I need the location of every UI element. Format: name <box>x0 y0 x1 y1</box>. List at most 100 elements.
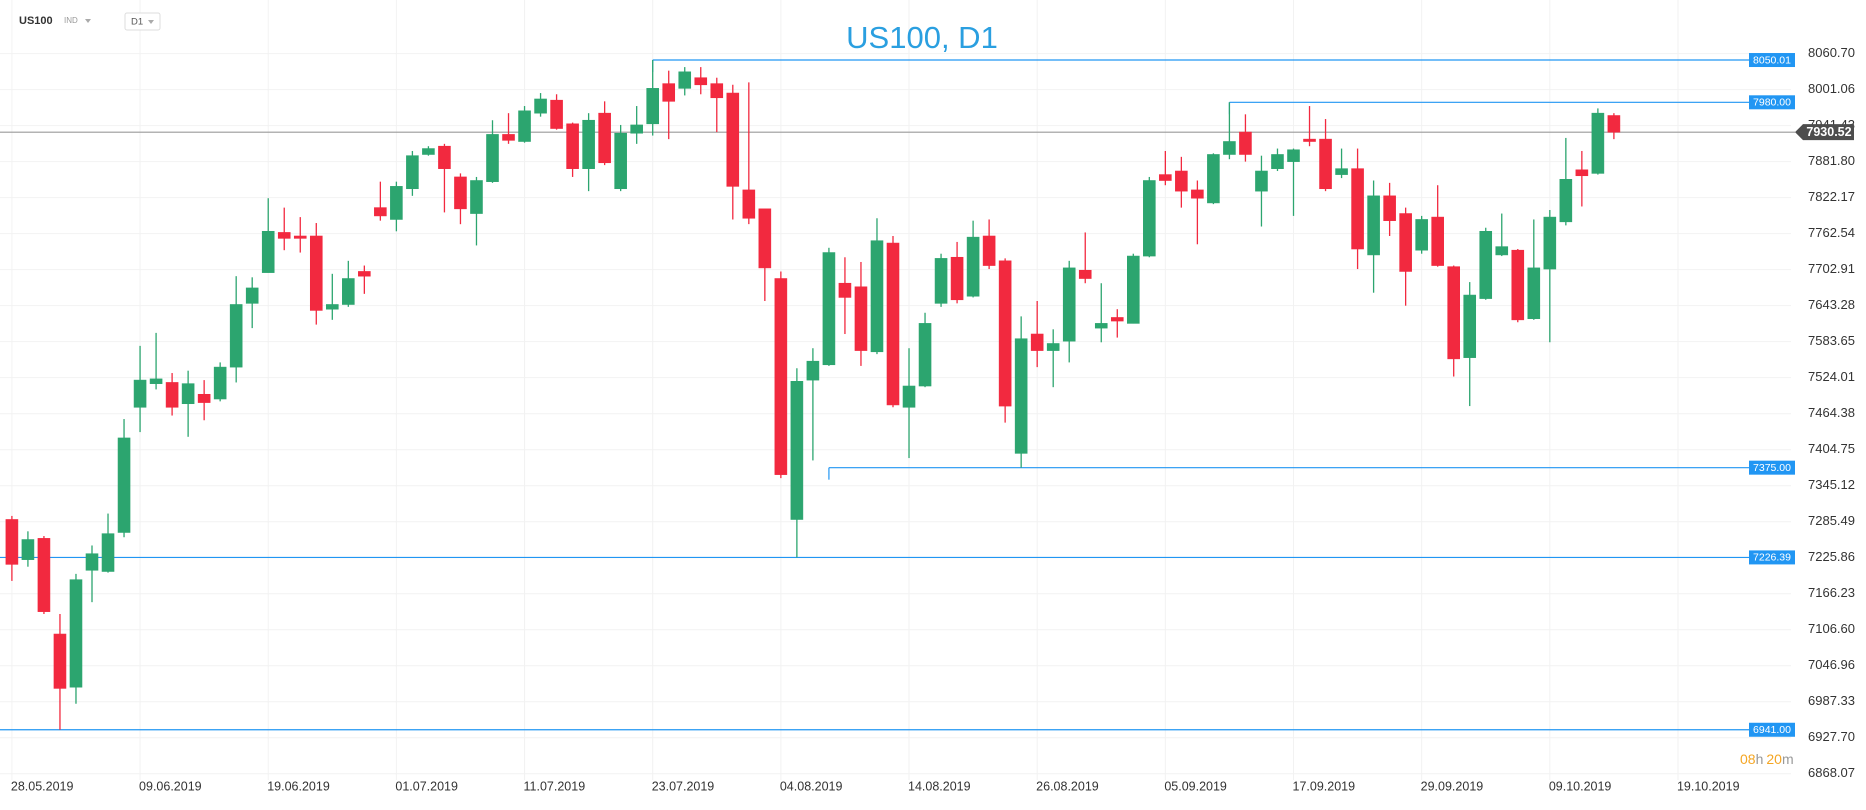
candle-body <box>1367 195 1380 256</box>
y-tick-label: 7106.60 <box>1808 621 1855 636</box>
candle-body <box>197 393 211 403</box>
candle-body <box>213 366 227 400</box>
x-tick-label: 01.07.2019 <box>395 779 458 793</box>
candle-body <box>534 98 547 114</box>
candle-body <box>1303 138 1316 142</box>
candle-body <box>1543 216 1557 270</box>
candle-body <box>1078 269 1092 279</box>
candle-body <box>1447 266 1460 360</box>
candle-body <box>1575 169 1589 177</box>
candle-body <box>165 382 179 408</box>
grid <box>0 0 1791 780</box>
candle-body <box>277 232 291 239</box>
symbol[interactable]: US100 <box>19 15 53 27</box>
chart-title: US100, D1 <box>846 20 998 55</box>
axes: 8060.708001.067941.437881.807822.177762.… <box>11 45 1855 793</box>
candle-body <box>101 533 115 572</box>
candle-body <box>598 112 611 164</box>
candle-body <box>886 242 900 406</box>
level-label: 8050.01 <box>1753 54 1791 66</box>
candle-body <box>1271 154 1284 169</box>
candle-body <box>454 176 467 210</box>
candle-body <box>1415 219 1428 251</box>
y-tick-label: 7166.23 <box>1808 585 1855 600</box>
x-tick-label: 26.08.2019 <box>1036 779 1099 793</box>
x-tick-label: 29.09.2019 <box>1421 779 1484 793</box>
candle-body <box>1463 294 1477 358</box>
x-tick-label: 23.07.2019 <box>652 779 715 793</box>
candle-body <box>822 252 836 366</box>
candle-body <box>21 539 35 560</box>
candles <box>5 60 1621 730</box>
candle-body <box>1110 317 1124 322</box>
current-price-label: 7930.52 <box>1806 125 1851 139</box>
countdown-hours: 08 <box>1740 751 1756 767</box>
market: IND <box>64 16 78 25</box>
toolbar: US100 IND D1 <box>19 12 161 31</box>
x-tick-label: 14.08.2019 <box>908 779 971 793</box>
x-tick-label: 19.06.2019 <box>267 779 330 793</box>
dropdown-arrow[interactable] <box>148 20 154 24</box>
candle-body <box>1335 168 1348 175</box>
candle-body <box>726 92 740 187</box>
candle-body <box>566 123 579 169</box>
candle-body <box>486 134 499 182</box>
candle-body <box>1255 170 1268 192</box>
y-tick-label: 7762.54 <box>1808 225 1855 240</box>
timeframe-box[interactable] <box>124 12 161 31</box>
dropdown-arrow[interactable] <box>85 19 91 23</box>
candle-body <box>950 256 964 301</box>
candle-body <box>406 155 419 190</box>
x-tick-label: 28.05.2019 <box>11 779 74 793</box>
candle-body <box>646 88 660 125</box>
candle-body <box>902 385 916 408</box>
y-tick-label: 8001.06 <box>1808 81 1855 96</box>
candle-body <box>133 379 147 408</box>
y-tick-label: 8060.70 <box>1808 45 1855 60</box>
candle-body <box>1223 141 1236 155</box>
candle-body <box>614 132 627 190</box>
candle-body <box>117 437 131 533</box>
candle-body <box>1399 213 1412 272</box>
candle-body <box>710 83 724 99</box>
candle-body <box>758 208 772 269</box>
current-price-box <box>1795 124 1854 141</box>
candle-body <box>245 287 259 304</box>
candle-body <box>1511 249 1525 321</box>
countdown: 08h 20m <box>1740 751 1794 767</box>
levels: 8050.01 7980.00 7375.00 7226.39 6941.00 <box>0 53 1795 737</box>
candle-body <box>854 286 868 351</box>
y-tick-label: 6987.33 <box>1808 693 1855 708</box>
candle-body <box>1383 195 1396 221</box>
x-tick-label: 05.09.2019 <box>1164 779 1227 793</box>
level-label-box <box>1749 95 1795 110</box>
candle-body <box>1143 180 1156 257</box>
candle-body <box>1191 189 1204 199</box>
y-tick-label: 7822.17 <box>1808 189 1855 204</box>
candle-body <box>1239 131 1252 155</box>
timeframe[interactable]: D1 <box>131 17 143 28</box>
candle-body <box>1030 333 1044 351</box>
candle-body <box>1351 168 1364 250</box>
candle-body <box>1479 230 1493 299</box>
candle-body <box>998 260 1012 407</box>
candle-body <box>342 278 355 305</box>
candle-body <box>870 240 884 353</box>
candle-body <box>790 381 804 520</box>
candle-body <box>742 189 756 219</box>
countdown-unit: h <box>1756 751 1764 767</box>
candle-body <box>982 235 996 266</box>
candle-body <box>694 77 708 86</box>
candle-body <box>85 553 99 571</box>
candle-body <box>37 538 51 612</box>
y-tick-label: 7702.91 <box>1808 261 1855 276</box>
level-label-box <box>1749 53 1795 68</box>
y-tick-label: 7464.38 <box>1808 405 1855 420</box>
candle-body <box>550 99 563 129</box>
y-tick-label: 6927.70 <box>1808 729 1855 744</box>
y-tick-label: 7643.28 <box>1808 297 1855 312</box>
candle-body <box>662 83 676 102</box>
y-tick-label: 7285.49 <box>1808 513 1855 528</box>
candle-body <box>1495 246 1509 256</box>
